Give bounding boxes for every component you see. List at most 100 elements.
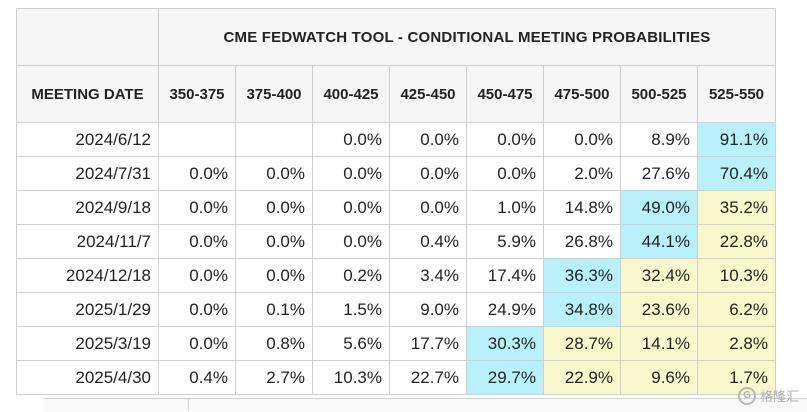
probability-cell: 9.0% (389, 292, 467, 327)
probability-cell: 44.1% (620, 224, 698, 259)
probability-cell: 1.5% (312, 292, 390, 327)
rate-range-header: 525-550 (697, 65, 776, 123)
probability-cell: 0.0% (543, 122, 621, 157)
probability-cell: 0.0% (235, 156, 313, 191)
meeting-date-cell: 2025/3/19 (16, 326, 159, 361)
probability-cell: 0.0% (158, 258, 236, 293)
probability-cell: 0.0% (389, 122, 467, 157)
meeting-date-cell: 2024/12/18 (16, 258, 159, 293)
probability-cell: 0.0% (158, 156, 236, 191)
probability-cell: 0.4% (389, 224, 467, 259)
table-title: CME FEDWATCH TOOL - CONDITIONAL MEETING … (158, 8, 776, 66)
fedwatch-table-container: CME FEDWATCH TOOL - CONDITIONAL MEETING … (16, 8, 776, 395)
table-row: 2024/12/18 0.0% 0.0% 0.2% 3.4% 17.4% 36.3% 32.4… (16, 258, 776, 293)
meeting-date-cell: 2024/7/31 (16, 156, 159, 191)
probability-cell: 0.0% (235, 224, 313, 259)
probability-cell: 49.0% (620, 190, 698, 225)
probability-cell: 5.6% (312, 326, 390, 361)
title-row: CME FEDWATCH TOOL - CONDITIONAL MEETING … (16, 8, 776, 66)
probability-cell: 0.0% (389, 156, 467, 191)
probability-cell: 34.8% (543, 292, 621, 327)
probability-cell: 2.0% (543, 156, 621, 191)
probability-cell: 0.4% (158, 360, 236, 395)
meeting-date-cell: 2025/4/30 (16, 360, 159, 395)
table-row: 2025/3/19 0.0% 0.8% 5.6% 17.7% 30.3% 28.7% 14.1… (16, 326, 776, 361)
probability-cell: 28.7% (543, 326, 621, 361)
probability-cell: 9.6% (620, 360, 698, 395)
probability-cell: 0.0% (466, 156, 544, 191)
column-header-row: MEETING DATE 350-375 375-400 400-425 425-45… (16, 65, 776, 123)
probability-cell: 0.0% (312, 224, 390, 259)
watermark-logo-icon: G (737, 386, 756, 405)
probability-cell: 24.9% (466, 292, 544, 327)
rate-range-header: 425-450 (389, 65, 467, 123)
probability-cell: 2.7% (235, 360, 313, 395)
probability-cell: 0.0% (466, 122, 544, 157)
probability-cell: 1.0% (466, 190, 544, 225)
probability-cell: 0.0% (158, 224, 236, 259)
probability-cell: 35.2% (697, 190, 776, 225)
table-body: 2024/6/12 0.0% 0.0% 0.0% 0.0% 8.9% 91.1% 2024/7… (16, 122, 776, 395)
meeting-date-cell: 2024/11/7 (16, 224, 159, 259)
probability-cell: 32.4% (620, 258, 698, 293)
probability-cell: 14.8% (543, 190, 621, 225)
probability-cell: 3.4% (389, 258, 467, 293)
probability-cell: 27.6% (620, 156, 698, 191)
table-row: 2025/4/30 0.4% 2.7% 10.3% 22.7% 29.7% 22.9% 9.6… (16, 360, 776, 395)
probability-cell: 22.9% (543, 360, 621, 395)
probability-cell: 8.9% (620, 122, 698, 157)
probability-cell: 29.7% (466, 360, 544, 395)
probability-cell: 0.0% (312, 156, 390, 191)
probability-cell: 10.3% (697, 258, 776, 293)
table-row: 2024/11/7 0.0% 0.0% 0.0% 0.4% 5.9% 26.8% 44.1% 2… (16, 224, 776, 259)
corner-cell (16, 8, 159, 66)
watermark: G 格隆汇 (737, 386, 799, 405)
rate-range-header: 475-500 (543, 65, 621, 123)
probability-cell: 0.2% (312, 258, 390, 293)
probability-cell: 26.8% (543, 224, 621, 259)
probability-cell: 2.8% (697, 326, 776, 361)
probability-cell: 17.7% (389, 326, 467, 361)
rate-range-header: 350-375 (158, 65, 236, 123)
probability-cell (235, 122, 313, 157)
probability-cell: 0.8% (235, 326, 313, 361)
meeting-date-header: MEETING DATE (16, 65, 159, 123)
probability-cell: 10.3% (312, 360, 390, 395)
probability-cell: 0.0% (158, 292, 236, 327)
rate-range-header: 400-425 (312, 65, 390, 123)
probability-cell: 70.4% (697, 156, 776, 191)
probability-cell: 14.1% (620, 326, 698, 361)
probability-cell: 0.0% (235, 190, 313, 225)
probability-cell: 0.0% (389, 190, 467, 225)
probability-cell: 0.0% (235, 258, 313, 293)
watermark-text: 格隆汇 (759, 389, 799, 404)
rate-range-header: 500-525 (620, 65, 698, 123)
meeting-date-cell: 2024/9/18 (16, 190, 159, 225)
probability-cell: 0.0% (158, 190, 236, 225)
probability-cell: 0.1% (235, 292, 313, 327)
probability-cell: 0.0% (312, 190, 390, 225)
bottom-scroll-area (44, 398, 807, 412)
probability-cell: 91.1% (697, 122, 776, 157)
probability-cell: 30.3% (466, 326, 544, 361)
fedwatch-probability-table: CME FEDWATCH TOOL - CONDITIONAL MEETING … (16, 8, 776, 395)
probability-cell (158, 122, 236, 157)
probability-cell: 36.3% (543, 258, 621, 293)
probability-cell: 5.9% (466, 224, 544, 259)
probability-cell: 1.7% (697, 360, 776, 395)
probability-cell: 17.4% (466, 258, 544, 293)
bottom-divider (188, 398, 189, 411)
probability-cell: 22.8% (697, 224, 776, 259)
probability-cell: 23.6% (620, 292, 698, 327)
meeting-date-cell: 2025/1/29 (16, 292, 159, 327)
table-row: 2025/1/29 0.0% 0.1% 1.5% 9.0% 24.9% 34.8% 23.6%… (16, 292, 776, 327)
probability-cell: 0.0% (312, 122, 390, 157)
probability-cell: 0.0% (158, 326, 236, 361)
meeting-date-cell: 2024/6/12 (16, 122, 159, 157)
rate-range-header: 375-400 (235, 65, 313, 123)
table-row: 2024/9/18 0.0% 0.0% 0.0% 0.0% 1.0% 14.8% 49.0% 3… (16, 190, 776, 225)
probability-cell: 22.7% (389, 360, 467, 395)
rate-range-header: 450-475 (466, 65, 544, 123)
probability-cell: 6.2% (697, 292, 776, 327)
table-row: 2024/6/12 0.0% 0.0% 0.0% 0.0% 8.9% 91.1% (16, 122, 776, 157)
